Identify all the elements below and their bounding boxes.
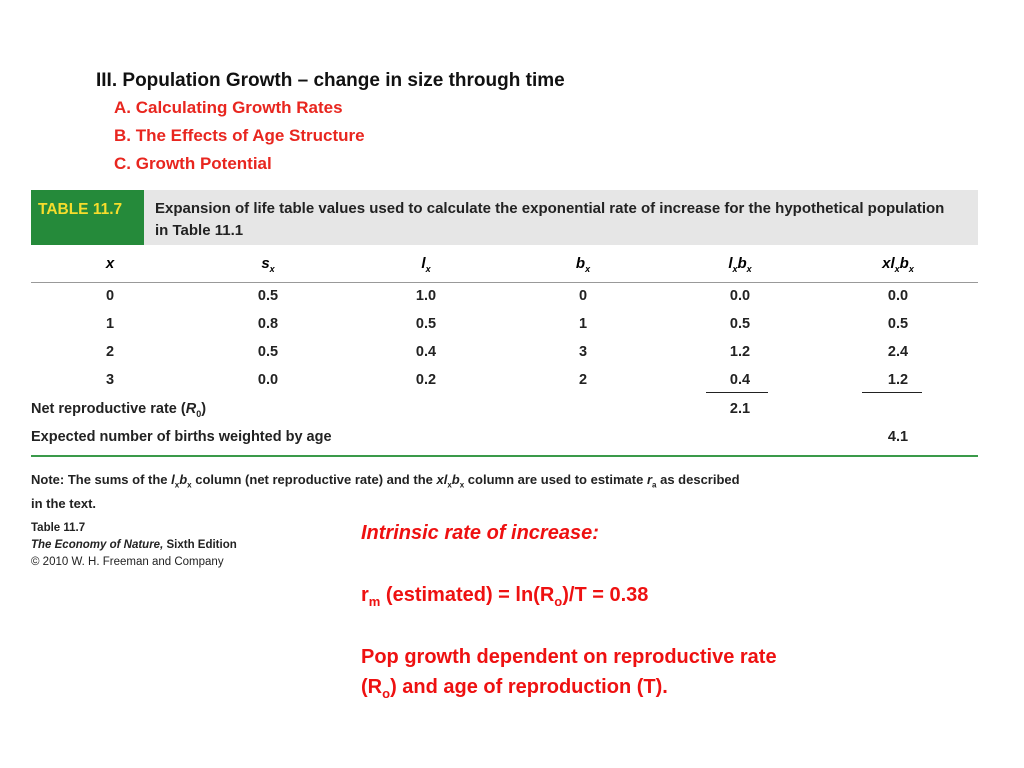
- outline-item-a: A. Calculating Growth Rates: [114, 98, 343, 117]
- column-header-sx-sub: x: [269, 264, 275, 274]
- table-note: Note: The sums of the lxbx column (net r…: [31, 471, 751, 513]
- table-cell: 0: [578, 288, 588, 304]
- outline-item-b: B. The Effects of Age Structure: [114, 126, 365, 145]
- outline-heading: III. Population Growth – change in size …: [96, 70, 565, 91]
- column-header-bx: bx: [543, 255, 623, 274]
- net-label-text: Net reproductive rate (: [31, 401, 186, 417]
- column-header-lxbx-l: l: [728, 255, 733, 272]
- column-header-xlxbx-b: b: [899, 255, 909, 272]
- column-header-sx-base: s: [261, 255, 270, 272]
- note-sub-2: x: [187, 480, 192, 490]
- column-header-lxbx: lxbx: [700, 255, 780, 274]
- table-bottom-rule: [31, 455, 978, 457]
- note-text-2: column (net reproductive rate) and the: [191, 472, 437, 487]
- callout-line-2a: (R: [361, 676, 383, 698]
- table-cell: 1: [105, 316, 115, 332]
- column-header-xlxbx-xl: xl: [882, 255, 895, 272]
- net-reproductive-value: 2.1: [729, 401, 751, 417]
- table-cell: 0.5: [257, 344, 279, 360]
- column-header-xlxbx-sub1: x: [894, 264, 900, 274]
- table-cell: 3: [105, 372, 115, 388]
- callout-equation: rm (estimated) = ln(Ro)/T = 0.38: [361, 584, 648, 609]
- table-cell: 0: [105, 288, 115, 304]
- table-cell: 0.5: [257, 288, 279, 304]
- column-header-bx-base: b: [575, 255, 586, 272]
- column-header-x-text: x: [105, 255, 115, 272]
- callout-line-1: Pop growth dependent on reproductive rat…: [361, 646, 777, 668]
- note-r: r: [646, 472, 653, 487]
- sum-underline-lxbx: [706, 392, 768, 393]
- table-cell: 0.2: [415, 372, 437, 388]
- eq-text: (estimated) = ln(R: [380, 584, 555, 606]
- net-label-sub: 0: [196, 408, 202, 419]
- table-caption: Expansion of life table values used to c…: [155, 200, 945, 239]
- note-b2: b: [451, 472, 460, 487]
- net-reproductive-label: Net reproductive rate (R0): [31, 401, 206, 419]
- outline: III. Population Growth – change in size …: [96, 68, 565, 178]
- table-cell: 0.4: [729, 372, 751, 388]
- credit-copyright: © 2010 W. H. Freeman and Company: [31, 556, 224, 568]
- table-cell: 2: [578, 372, 588, 388]
- table-cell: 0.0: [257, 372, 279, 388]
- note-xl: xl: [436, 472, 448, 487]
- table-cell: 0.0: [729, 288, 751, 304]
- note-l: l: [171, 472, 175, 487]
- table-cell: 1.2: [729, 344, 751, 360]
- note-text-1: The sums of the: [64, 472, 172, 487]
- column-header-lx-base: l: [421, 255, 426, 272]
- credit-table-number: Table 11.7: [31, 522, 86, 534]
- eq-r: r: [361, 584, 369, 606]
- eq-tail: )/T = 0.38: [562, 584, 649, 606]
- column-header-xlxbx: xlxbx: [858, 255, 938, 274]
- note-sub-3: x: [447, 480, 452, 490]
- table-cell: 3: [578, 344, 588, 360]
- table-cell: 0.4: [415, 344, 437, 360]
- note-sub-1: x: [174, 480, 180, 490]
- net-label-close: ): [201, 401, 207, 417]
- table-cell: 1.2: [887, 372, 909, 388]
- column-header-lxbx-sub1: x: [732, 264, 738, 274]
- credit-edition: Sixth Edition: [163, 539, 237, 551]
- header-rule: [31, 282, 978, 283]
- column-header-lxbx-sub2: x: [746, 264, 752, 274]
- table-cell: 2.4: [887, 344, 909, 360]
- note-b: b: [179, 472, 188, 487]
- eq-sub-m: m: [368, 594, 381, 609]
- credit-book-title: The Economy of Nature,: [31, 539, 164, 551]
- callout-title: Intrinsic rate of increase:: [361, 522, 599, 544]
- table-cell: 2: [105, 344, 115, 360]
- expected-births-value: 4.1: [887, 429, 909, 445]
- column-header-bx-sub: x: [585, 264, 591, 274]
- table-cell: 1.0: [415, 288, 437, 304]
- note-text-4: as described in the text.: [31, 472, 740, 511]
- net-label-r: R: [185, 401, 197, 417]
- table-cell: 0.5: [887, 316, 909, 332]
- note-text-3: column are used to estimate: [464, 472, 647, 487]
- eq-sub-o: o: [554, 594, 563, 609]
- expected-births-label: Expected number of births weighted by ag…: [31, 429, 332, 445]
- column-header-lxbx-b: b: [737, 255, 747, 272]
- note-sub-5: a: [652, 480, 657, 490]
- column-header-x: x: [70, 255, 150, 272]
- figure-credit: Table 11.7 The Economy of Nature, Sixth …: [31, 520, 237, 571]
- table-cell: 0.5: [729, 316, 751, 332]
- table-cell: 0.0: [887, 288, 909, 304]
- note-sub-4: x: [459, 480, 465, 490]
- column-header-lx-sub: x: [425, 264, 431, 274]
- sum-underline-xlxbx: [862, 392, 922, 393]
- column-header-sx: sx: [228, 255, 308, 274]
- outline-item-c: C. Growth Potential: [114, 154, 272, 173]
- table-cell: 0.5: [415, 316, 437, 332]
- callout-line-2-sub: o: [382, 686, 391, 701]
- callout-line-2b: ) and age of reproduction (T).: [390, 676, 668, 698]
- column-header-lx: lx: [386, 255, 466, 274]
- credit-book: The Economy of Nature, Sixth Edition: [31, 537, 237, 554]
- table-header: TABLE 11.7 Expansion of life table value…: [31, 190, 978, 245]
- table-cell: 1: [578, 316, 588, 332]
- column-header-xlxbx-sub2: x: [908, 264, 914, 274]
- table-tag: TABLE 11.7: [31, 190, 144, 245]
- callout-line-2: (Ro) and age of reproduction (T).: [361, 676, 668, 701]
- table-cell: 0.8: [257, 316, 279, 332]
- note-prefix: Note:: [31, 472, 65, 487]
